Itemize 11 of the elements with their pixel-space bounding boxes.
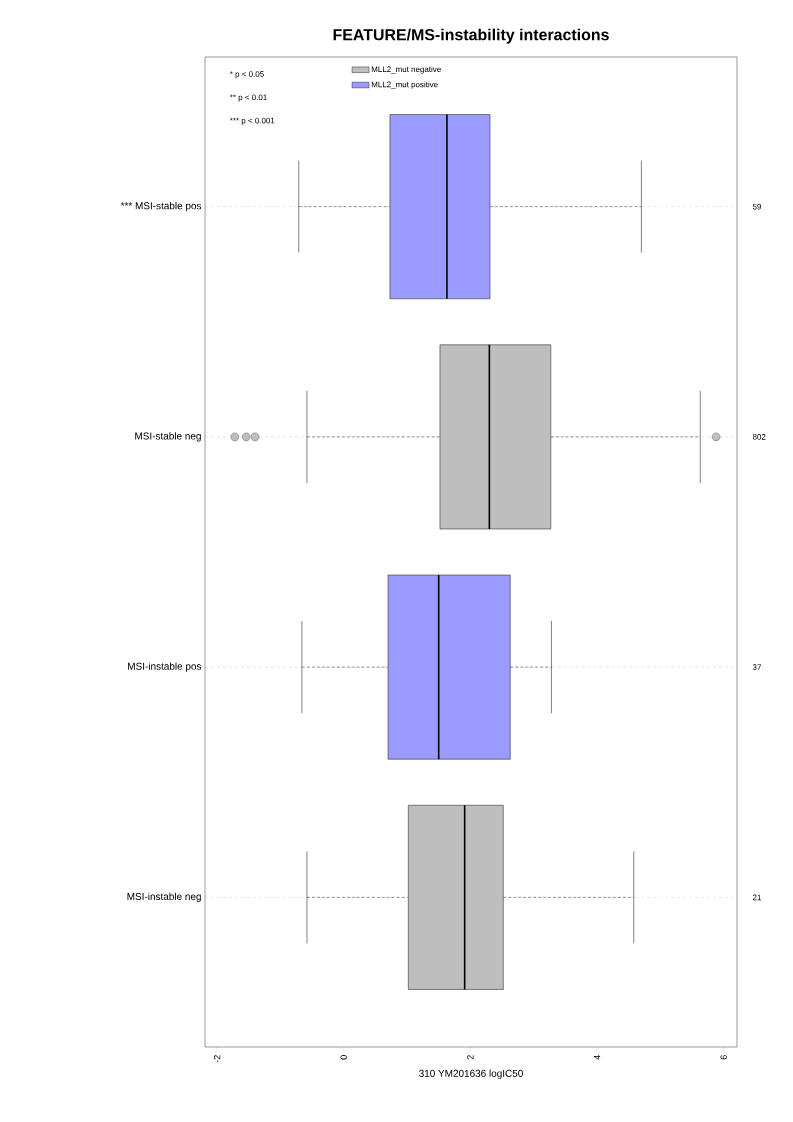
x-tick-label: 2 — [467, 1055, 474, 1060]
y-tick-label: *** MSI-stable pos — [120, 202, 202, 212]
y-tick-label: MSI-instable pos — [128, 662, 202, 672]
x-tick-label: 4 — [593, 1055, 601, 1060]
y-tick-label: MSI-instable neg — [127, 892, 201, 902]
x-tick-label: 0 — [340, 1055, 347, 1060]
x-tick-label: -2 — [213, 1055, 221, 1063]
chart-title: FEATURE/MS-instability interactions — [333, 28, 609, 44]
x-axis-title: 310 YM201636 logIC50 — [419, 1069, 523, 1079]
x-tick-label: 6 — [720, 1055, 727, 1060]
y-tick-label: MSI-stable neg — [135, 432, 201, 442]
